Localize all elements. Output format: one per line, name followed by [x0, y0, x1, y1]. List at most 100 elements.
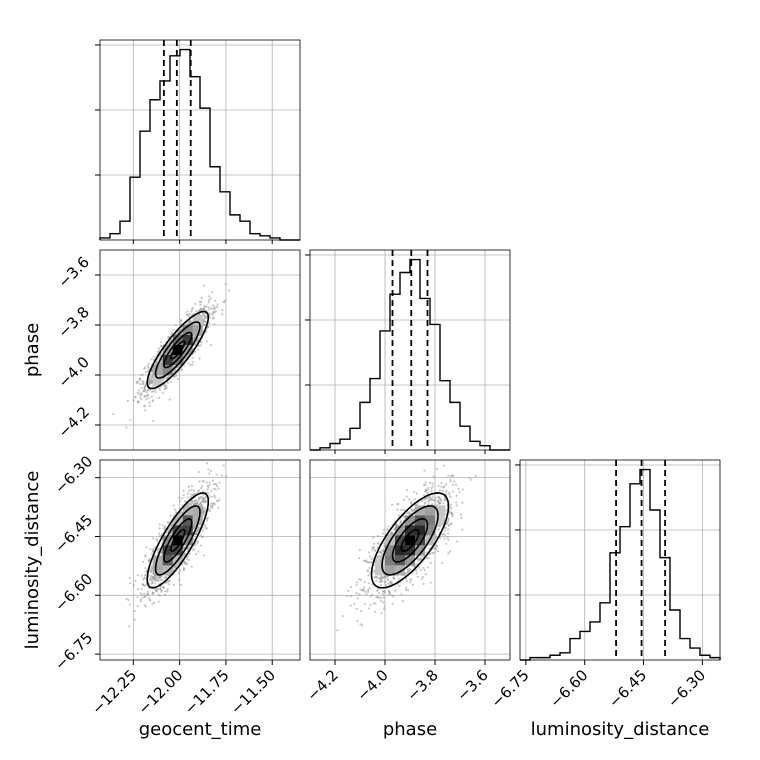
sample-point	[188, 489, 191, 492]
density-cell	[152, 375, 163, 385]
sample-point	[427, 487, 430, 490]
sample-point	[446, 532, 450, 535]
sample-point	[380, 612, 383, 615]
sample-point	[205, 330, 208, 333]
sample-point	[172, 329, 175, 332]
sample-point	[382, 596, 385, 599]
histogram-panel-geocent_time	[95, 39, 301, 241]
sample-point	[190, 485, 194, 488]
x-tick-label-geocent_time: −11.75	[181, 666, 233, 718]
sample-point	[383, 605, 386, 608]
histogram-panel-phase	[305, 249, 511, 451]
sample-point	[189, 493, 192, 496]
sample-point	[174, 324, 177, 327]
sample-point	[376, 535, 380, 538]
sample-point	[357, 556, 361, 560]
sample-point	[404, 588, 408, 591]
sample-point	[363, 580, 366, 584]
sample-point	[380, 599, 383, 602]
sample-point	[178, 578, 181, 581]
sample-point	[422, 582, 425, 586]
sample-point	[408, 498, 411, 501]
sample-point	[212, 310, 215, 313]
density-cell	[375, 565, 385, 576]
density-cell	[415, 535, 425, 546]
sample-point	[194, 533, 197, 536]
x-axis-label-phase: phase	[383, 719, 437, 740]
density-cell	[385, 555, 395, 566]
sample-point	[163, 384, 166, 387]
panel-frame	[309, 459, 511, 661]
density-cell	[405, 515, 415, 526]
sample-point	[371, 547, 374, 550]
sample-point	[160, 590, 163, 593]
sample-point	[165, 575, 168, 578]
sample-point	[144, 573, 147, 577]
sample-point	[208, 298, 211, 302]
sample-point	[197, 471, 201, 474]
sample-point	[139, 378, 142, 381]
sample-point	[402, 498, 406, 501]
histogram-luminosity_distance	[520, 468, 721, 661]
sample-point	[437, 496, 440, 499]
sample-point	[424, 483, 427, 487]
sample-point	[445, 493, 448, 496]
sample-point	[126, 399, 129, 403]
sample-point	[380, 576, 383, 580]
sample-point	[183, 364, 186, 367]
sample-point	[140, 593, 144, 597]
sample-point	[431, 551, 434, 555]
sample-point	[187, 558, 190, 562]
scatter-panel-luminosity_distance-vs-phase	[309, 459, 511, 661]
sample-point	[446, 536, 449, 539]
sample-point	[186, 556, 189, 559]
sample-point	[225, 475, 228, 478]
sample-point	[442, 502, 445, 505]
sample-point	[187, 485, 190, 488]
contour-4	[370, 492, 450, 589]
sample-point	[370, 557, 373, 560]
sample-point	[356, 619, 359, 623]
sample-point	[355, 591, 358, 595]
sample-point	[439, 498, 443, 501]
sample-point	[144, 385, 147, 388]
sample-point	[416, 575, 419, 578]
sample-point	[421, 576, 425, 579]
sample-point	[149, 548, 152, 551]
sample-point	[203, 284, 206, 287]
sample-point	[449, 506, 452, 509]
sample-point	[195, 491, 199, 494]
sample-point	[128, 603, 132, 606]
density-cell	[182, 515, 193, 526]
sample-point	[405, 511, 409, 515]
sample-point	[201, 536, 204, 539]
sample-point	[137, 392, 140, 395]
sample-point	[405, 579, 408, 583]
sample-point	[411, 510, 414, 513]
sample-point	[214, 483, 218, 486]
sample-point	[440, 481, 443, 485]
sample-point	[149, 574, 152, 577]
x-tick-label-phase: −4.2	[303, 666, 341, 704]
sample-point	[214, 299, 217, 303]
sample-point	[144, 583, 147, 586]
sample-point	[447, 518, 450, 521]
sample-point	[195, 530, 198, 533]
sample-point	[376, 588, 380, 591]
sample-point	[349, 604, 352, 607]
sample-point	[458, 491, 461, 494]
contour-3	[154, 321, 201, 379]
sample-point	[383, 580, 386, 583]
x-tick-label-phase: −4.0	[353, 666, 391, 704]
density-cell	[385, 565, 395, 576]
sample-point	[208, 483, 211, 487]
sample-point	[157, 547, 160, 550]
density-cell	[415, 545, 425, 556]
sample-point	[199, 501, 203, 504]
sample-point	[418, 557, 421, 560]
sample-point	[336, 629, 339, 632]
y-tick-label-luminosity_distance: −6.45	[51, 511, 96, 556]
sample-point	[140, 398, 143, 401]
density-cell	[182, 345, 193, 355]
sample-point	[407, 568, 410, 571]
